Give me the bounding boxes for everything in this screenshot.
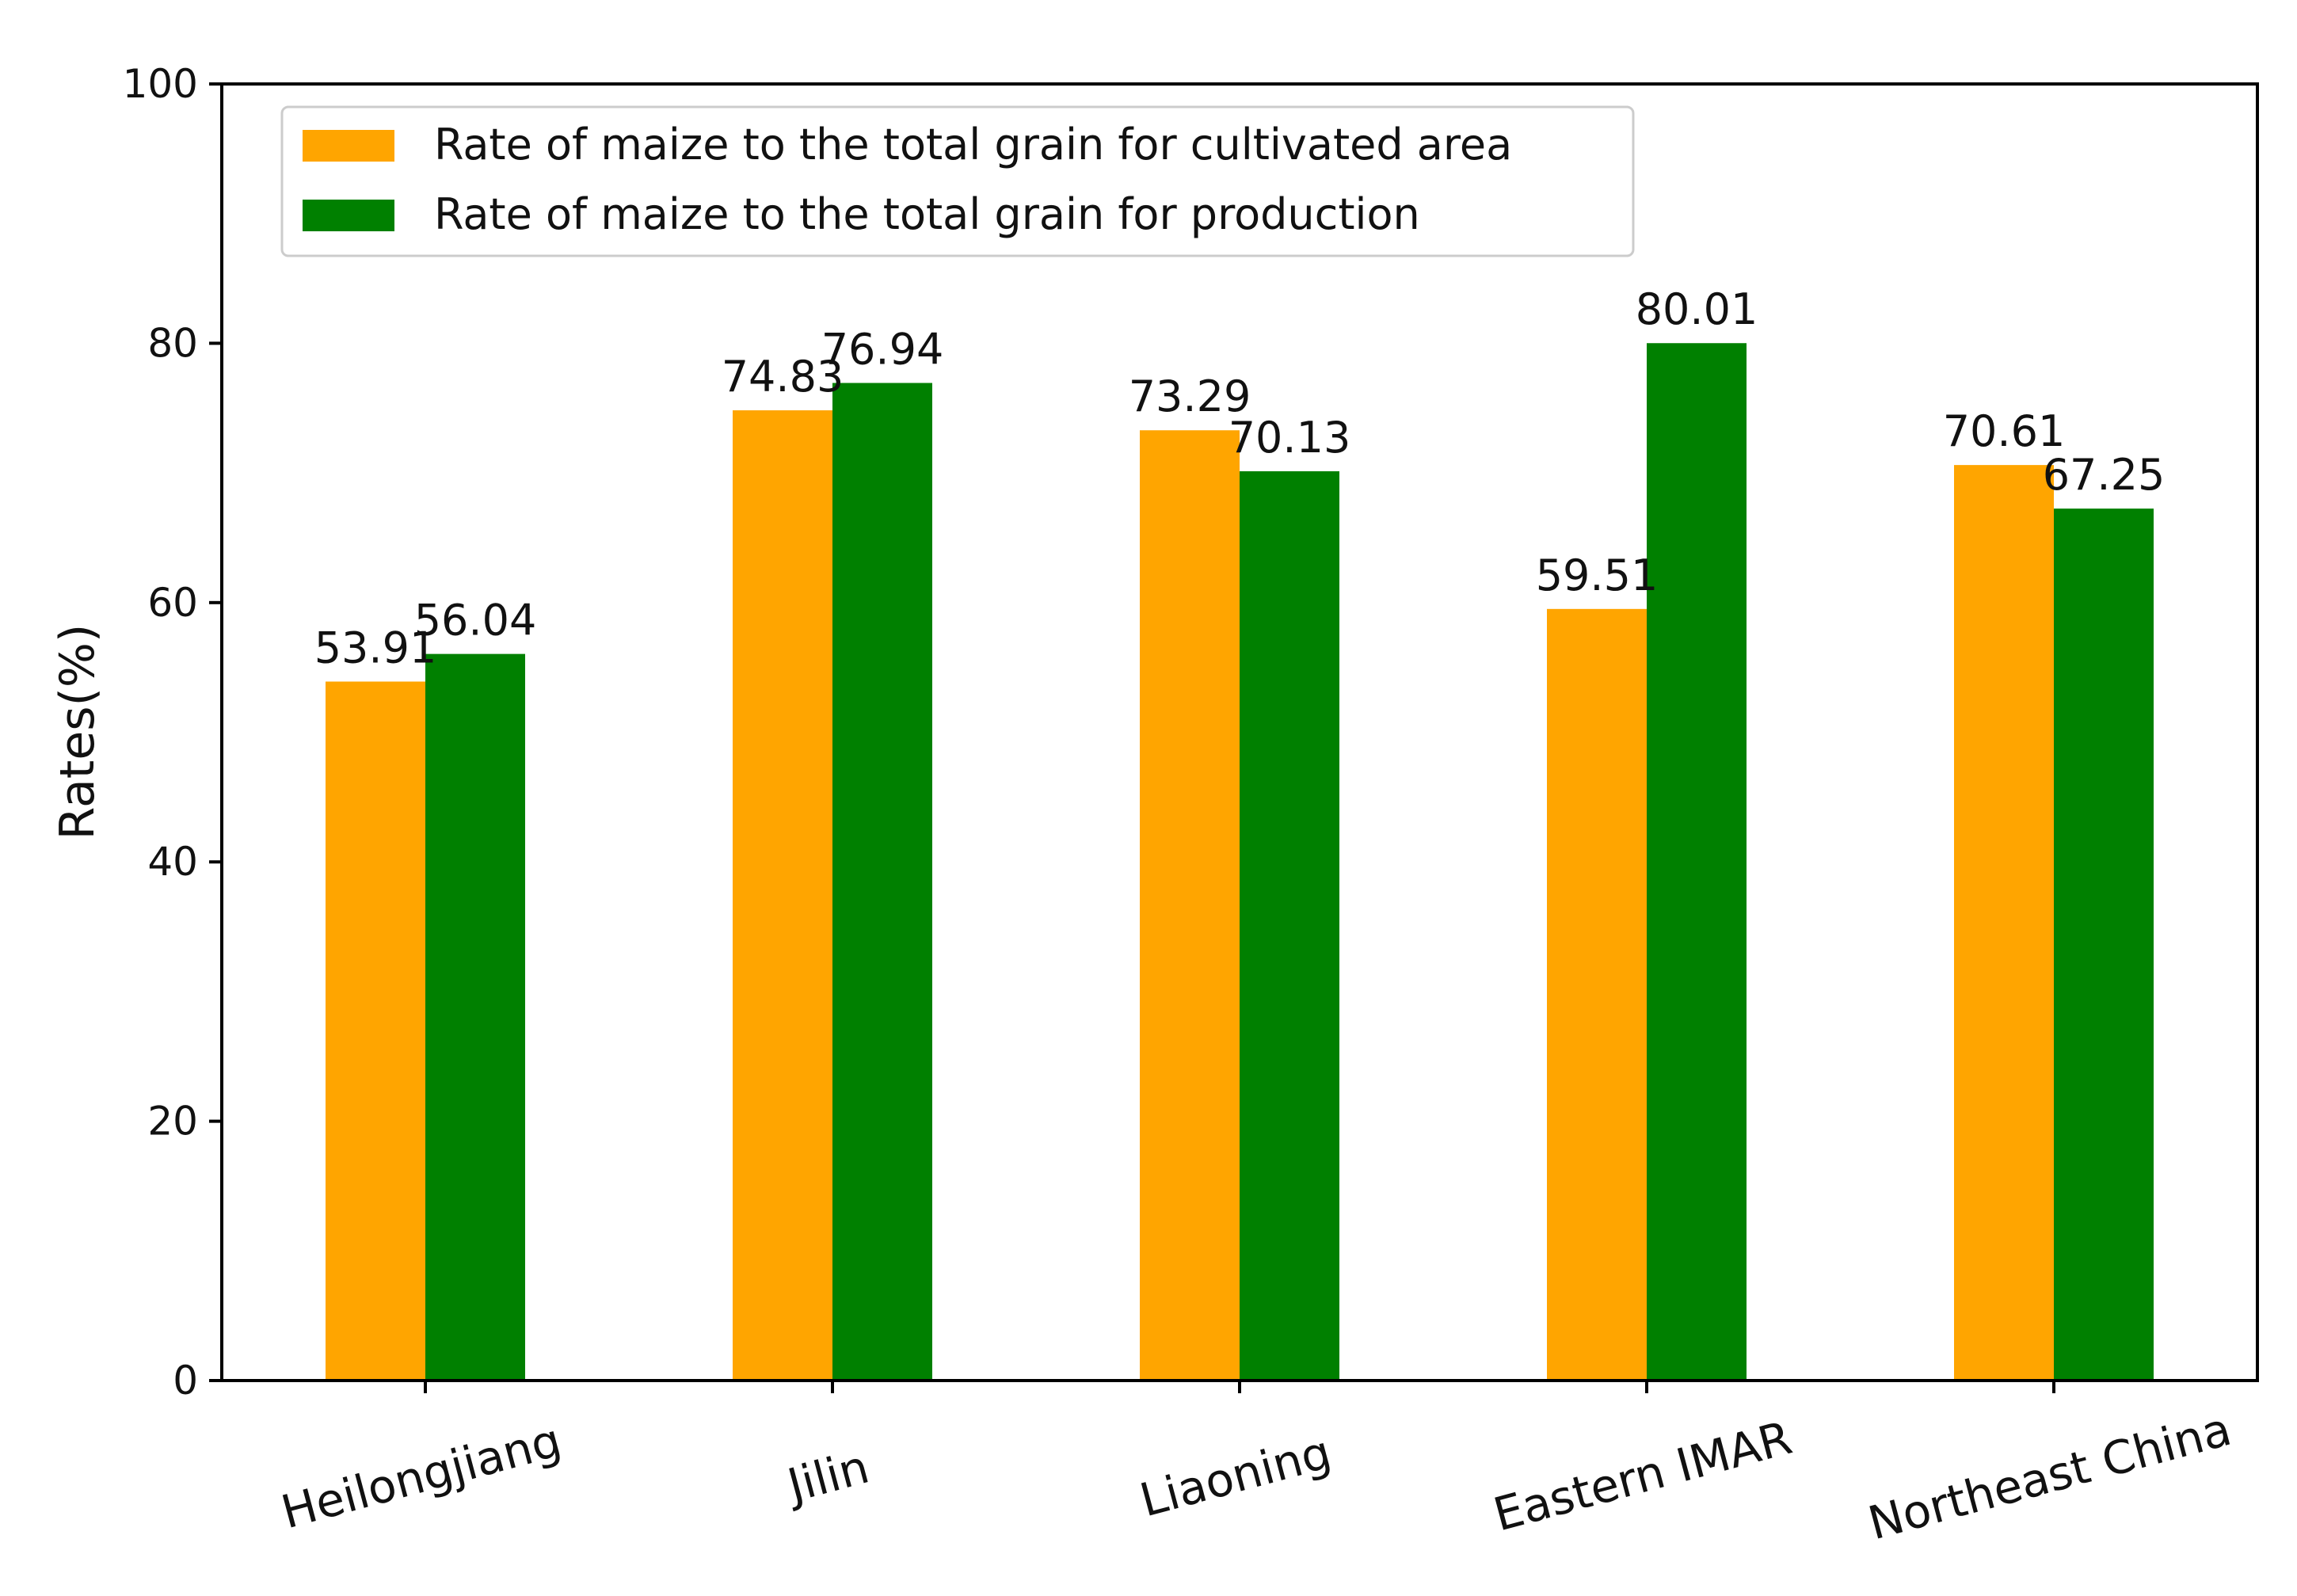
bar-series1-heilongjiang: [326, 681, 425, 1381]
x-tick-label: Northeast China: [1863, 1402, 2237, 1550]
bar-series1-northeast-china: [1954, 465, 2054, 1381]
bar-series2-northeast-china: [2054, 509, 2154, 1381]
bar-series1-eastern-imar: [1547, 608, 1647, 1381]
legend-label-2: Rate of maize to the total grain for pro…: [434, 189, 1420, 239]
legend: Rate of maize to the total grain for cul…: [280, 105, 1635, 257]
bar-series2-liaoning: [1240, 470, 1339, 1381]
plot-frame: [220, 82, 2259, 1382]
bars-group: [326, 343, 2154, 1381]
x-tick-label: Liaoning: [1134, 1425, 1336, 1527]
value-label: 74.83: [722, 352, 844, 402]
y-tick-label: 100: [123, 61, 198, 107]
value-label: 80.01: [1636, 284, 1758, 334]
value-label: 67.25: [2043, 450, 2166, 500]
bar-series1-jilin: [733, 410, 832, 1381]
y-axis-title: Rates(%): [50, 624, 105, 840]
y-tick-label: 80: [147, 320, 198, 366]
bar-series2-heilongjiang: [425, 653, 525, 1381]
legend-label-1: Rate of maize to the total grain for cul…: [434, 120, 1512, 170]
value-label: 76.94: [821, 324, 944, 374]
legend-box: [280, 105, 1635, 257]
x-tick-label: Eastern IMAR: [1488, 1411, 1797, 1542]
x-axis: Heilongjiang Jilin Liaoning Eastern IMAR Nor…: [276, 1381, 2237, 1550]
value-label: 73.29: [1129, 371, 1251, 421]
x-tick-label: Heilongjiang: [276, 1413, 566, 1539]
bar-series1-liaoning: [1140, 430, 1240, 1381]
legend-swatch-2: [303, 200, 394, 231]
y-tick-label: 40: [147, 839, 198, 885]
y-axis: 0 20 40 60 80 100: [123, 61, 222, 1404]
value-label: 70.13: [1228, 413, 1351, 463]
legend-swatch-1: [303, 130, 394, 162]
y-tick-label: 20: [147, 1099, 198, 1145]
value-label: 53.91: [314, 623, 437, 672]
bar-series2-jilin: [832, 383, 932, 1381]
value-label: 59.51: [1536, 550, 1659, 600]
y-tick-label: 0: [173, 1358, 198, 1404]
y-tick-label: 60: [147, 580, 198, 626]
bar-series2-eastern-imar: [1647, 343, 1747, 1381]
x-tick-label: Jilin: [780, 1440, 874, 1514]
value-label: 56.04: [414, 596, 537, 646]
value-label: 70.61: [1943, 406, 2066, 456]
